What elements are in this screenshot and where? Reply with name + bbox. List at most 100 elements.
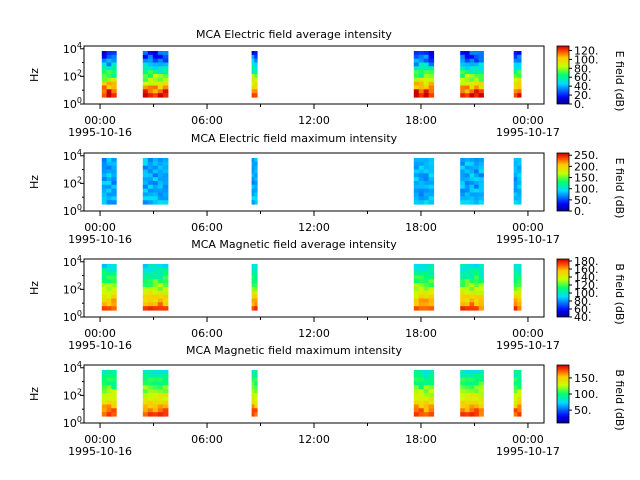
- heat-cell: [111, 184, 117, 190]
- heat-cell: [469, 389, 475, 394]
- heat-cell: [111, 373, 117, 379]
- heat-cell: [251, 54, 255, 60]
- data-block: [513, 158, 522, 205]
- heat-cell: [254, 298, 258, 303]
- heat-cell: [428, 408, 435, 413]
- heat-cell: [142, 393, 149, 398]
- heat-cell: [142, 264, 149, 269]
- heat-cell: [428, 54, 435, 60]
- x-tick-date: 1995-10-17: [496, 445, 560, 458]
- heat-cell: [474, 181, 480, 186]
- heat-cell: [157, 51, 164, 56]
- heat-cell: [147, 373, 154, 379]
- heat-cell: [418, 89, 425, 94]
- heat-cell: [478, 165, 484, 171]
- heat-cell: [464, 283, 470, 288]
- y-tick-label: 100: [63, 309, 82, 324]
- heat-cell: [469, 287, 475, 292]
- data-block: [251, 51, 258, 98]
- heat-cell: [423, 393, 430, 398]
- heat-cell: [254, 396, 258, 402]
- heat-cell: [111, 408, 117, 413]
- heat-cell: [423, 400, 430, 406]
- colorbar-tick-label: 120.: [574, 44, 599, 57]
- heat-cell: [423, 290, 430, 296]
- heat-cell: [162, 283, 169, 288]
- heat-cell: [142, 173, 149, 178]
- heat-cell: [254, 169, 258, 174]
- heat-cell: [162, 298, 169, 303]
- colorbar-label: B field (dB): [613, 369, 626, 430]
- heat-cell: [162, 93, 169, 98]
- heat-cell: [513, 298, 518, 303]
- heat-cell: [460, 200, 466, 205]
- heat-cell: [469, 169, 475, 174]
- x-tick-label: 06:00: [191, 327, 223, 340]
- heat-cell: [147, 290, 154, 296]
- heat-cell: [517, 283, 522, 288]
- heat-cell: [478, 200, 484, 205]
- heat-cell: [147, 264, 154, 269]
- heat-cell: [413, 404, 420, 409]
- heat-cell: [106, 370, 112, 375]
- heat-cell: [157, 165, 164, 171]
- heat-cell: [254, 74, 258, 79]
- heat-cell: [147, 181, 154, 186]
- heat-cell: [469, 373, 475, 379]
- heat-cell: [413, 165, 420, 171]
- heat-cell: [423, 77, 430, 83]
- heat-cell: [157, 192, 164, 197]
- heat-cell: [517, 306, 522, 311]
- heat-cell: [478, 169, 484, 174]
- heat-cell: [162, 192, 169, 197]
- heat-cell: [517, 298, 522, 303]
- heat-cell: [418, 192, 425, 197]
- heat-cell: [413, 200, 420, 205]
- heat-cell: [106, 377, 112, 383]
- heat-cell: [142, 93, 149, 98]
- heat-cell: [413, 306, 420, 311]
- y-axis-label: Hz: [28, 281, 41, 295]
- heat-cell: [111, 89, 117, 94]
- x-tick-label: 00:00: [512, 114, 544, 127]
- heat-cell: [478, 294, 484, 300]
- heat-cell: [428, 279, 435, 284]
- heat-cell: [418, 271, 425, 277]
- heat-cell: [517, 290, 522, 296]
- heat-cell: [254, 373, 258, 379]
- heat-cell: [147, 298, 154, 303]
- heat-cell: [162, 377, 169, 383]
- heat-cell: [152, 294, 159, 300]
- heat-cell: [474, 302, 480, 307]
- colorbar-tick-label: 200.: [574, 160, 599, 173]
- heat-cell: [517, 393, 522, 398]
- heat-cell: [513, 196, 518, 201]
- heat-cell: [428, 58, 435, 64]
- heat-cell: [460, 404, 466, 409]
- heat-cell: [157, 161, 164, 167]
- heat-cell: [413, 298, 420, 303]
- heat-cell: [469, 200, 475, 205]
- heat-cell: [513, 165, 518, 171]
- heat-cell: [157, 279, 164, 284]
- heat-cell: [418, 158, 425, 163]
- heat-cell: [101, 81, 108, 87]
- heat-cell: [460, 400, 466, 406]
- heat-cell: [474, 62, 480, 67]
- heat-cell: [469, 275, 475, 280]
- heat-cell: [162, 54, 169, 60]
- heat-cell: [428, 188, 435, 194]
- heat-cell: [460, 93, 466, 98]
- heat-cell: [152, 158, 159, 163]
- heat-cell: [142, 271, 149, 277]
- heat-cell: [101, 287, 108, 292]
- heat-cell: [478, 271, 484, 277]
- heat-cell: [413, 381, 420, 386]
- y-tick-exponent: 0: [77, 415, 82, 424]
- heat-cell: [460, 74, 466, 79]
- heat-cell: [464, 54, 470, 60]
- heat-cell: [474, 393, 480, 398]
- heat-cell: [162, 400, 169, 406]
- heat-cell: [464, 70, 470, 75]
- heat-cell: [152, 181, 159, 186]
